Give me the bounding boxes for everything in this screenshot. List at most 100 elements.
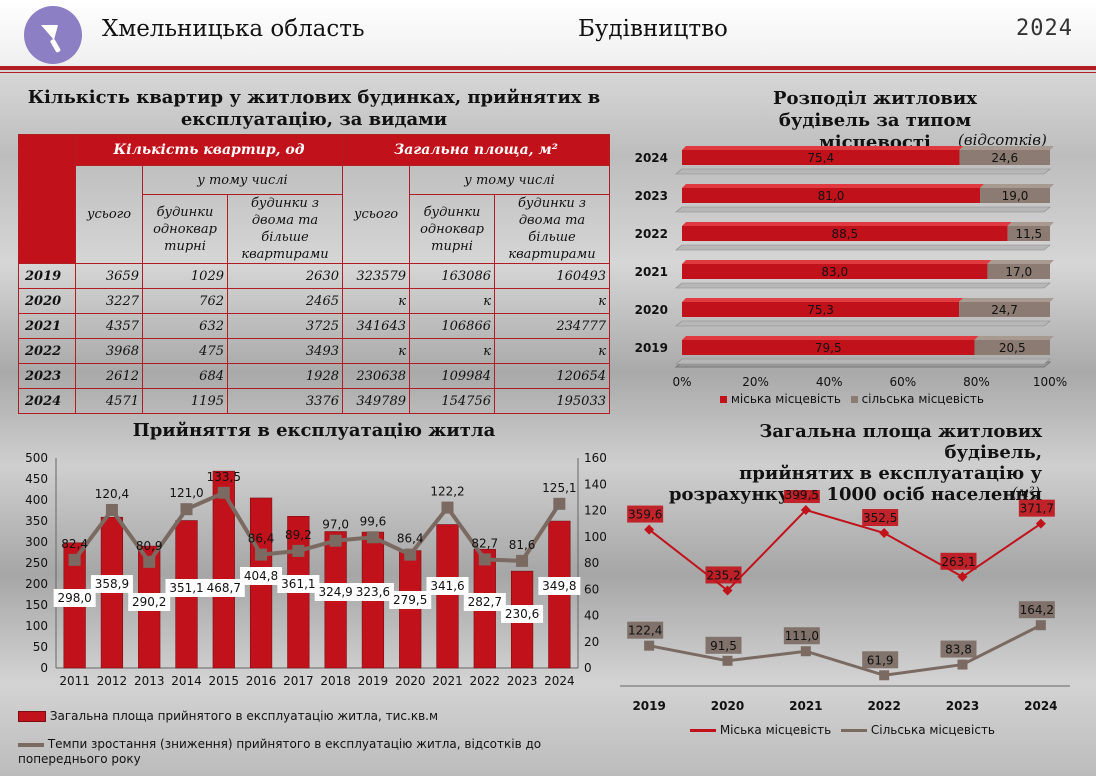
y-left-tick-label: 100	[25, 619, 48, 633]
value-label-box	[862, 509, 899, 527]
bar-top	[974, 336, 1054, 340]
bar-top	[682, 336, 979, 340]
row-slab	[675, 358, 1051, 365]
y-left-tick-label: 200	[25, 577, 48, 591]
row-slab	[675, 282, 1051, 289]
stacked-bar	[959, 302, 1050, 317]
rural-marker	[644, 640, 655, 651]
col-one-apartment: будинки одноквар тирні	[142, 194, 228, 264]
category-label: 2021	[635, 265, 668, 279]
cell: к	[342, 288, 410, 314]
bar-value-label: 88,5	[831, 227, 858, 241]
group-header-area: Загальна площа, м²	[342, 134, 610, 166]
distribution-unit: (відсотків)	[958, 131, 1047, 149]
cell: 234777	[494, 313, 610, 339]
per-capita-unit: (м²)	[1012, 485, 1041, 501]
row-year: 2023	[18, 363, 76, 389]
bar-value-box	[128, 593, 171, 611]
distribution-chart: 2024 75,4 24,6 2023 81,0 19,0 2022 88,5 11,5 2021…	[635, 146, 1067, 389]
col-label: тирні	[164, 238, 206, 254]
x-tick-label: 40%	[816, 375, 843, 389]
cell: к	[409, 338, 495, 364]
x-tick-label: 2020	[711, 699, 744, 713]
incl-header-area: у тому числі	[409, 165, 610, 195]
value-label: 352,5	[863, 511, 897, 525]
growth-rate-marker	[255, 548, 268, 561]
cell: 195033	[494, 388, 610, 414]
y-right-tick-label: 60	[584, 582, 599, 596]
y-left-tick-label: 50	[33, 640, 48, 654]
bar-value-label: 351,1	[169, 581, 203, 595]
incl-header-apartments: у тому числі	[142, 165, 343, 195]
y-left-tick-label: 350	[25, 514, 48, 528]
row-slab	[675, 206, 1051, 213]
bar-value-label: 323,6	[356, 585, 390, 599]
growth-rate-marker	[329, 534, 342, 547]
legend-swatch-urban	[720, 396, 727, 403]
row-year: 2024	[18, 388, 76, 414]
bar-value-label: 230,6	[505, 607, 539, 621]
growth-rate-marker	[441, 501, 454, 514]
value-label-box	[783, 490, 820, 504]
cell: 1195	[142, 388, 228, 414]
bar-value-label: 341,6	[430, 579, 464, 593]
rate-value-label: 120,4	[95, 487, 129, 501]
table-title-line2: експлуатацію, за видами	[180, 109, 448, 130]
growth-rate-marker	[105, 503, 118, 516]
x-tick-label: 2015	[209, 674, 240, 688]
cell: 120654	[494, 363, 610, 389]
cell: 2612	[75, 363, 143, 389]
cell: 230638	[342, 363, 410, 389]
legend-swatch-rural	[850, 396, 858, 403]
bar-value-label: 324,9	[318, 585, 352, 599]
col-label: будинки	[156, 204, 214, 220]
x-tick-label: 2011	[59, 674, 90, 688]
bar-value-label: 19,0	[1002, 189, 1029, 203]
rural-marker	[722, 655, 733, 666]
value-label-box	[940, 552, 977, 570]
rate-value-label: 80,9	[136, 539, 163, 553]
distribution-title: Розподіл житлових будівель за типом місц…	[690, 88, 1060, 154]
y-left-tick-label: 0	[40, 661, 48, 675]
bar-value-label: 11,5	[1015, 227, 1042, 241]
table-row: 2023 2612 684 1928 230638 109984 120654	[18, 363, 610, 389]
row-year: 2020	[18, 288, 76, 314]
x-tick-label: 80%	[963, 375, 990, 389]
bar-top	[1007, 222, 1054, 226]
row-slab	[675, 168, 1051, 175]
value-label-box	[627, 621, 664, 639]
rural-marker	[879, 670, 890, 681]
x-tick-label: 2016	[246, 674, 277, 688]
cell: 349789	[342, 388, 410, 414]
row-year: 2021	[18, 313, 76, 339]
y-right-tick-label: 40	[584, 609, 599, 623]
legend-label-rate: Темпи зростання (зниження) прийнятого в …	[18, 737, 542, 766]
x-tick-label: 2012	[97, 674, 128, 688]
bar-value-label: 468,7	[207, 581, 241, 595]
col-label: квартирами	[508, 247, 596, 262]
y-right-tick-label: 0	[584, 661, 592, 675]
commissioning-title: Прийняття в експлуатацію житла	[132, 420, 496, 441]
bar-top	[959, 298, 1054, 302]
rate-value-label: 97,0	[322, 518, 349, 532]
value-label-box	[862, 651, 899, 669]
legend-label-urban-line: Міська місцевість	[719, 723, 832, 737]
growth-rate-marker	[143, 555, 156, 568]
rural-marker	[1035, 620, 1046, 631]
cell: 106866	[409, 313, 495, 339]
stacked-bar	[980, 188, 1050, 203]
category-label: 2020	[635, 303, 668, 317]
bar-top	[682, 184, 985, 188]
rate-value-label: 89,2	[285, 528, 312, 542]
bar-value-label: 83,0	[821, 265, 848, 279]
per-capita-title-line2: прийнятих в експлуатацію у	[739, 463, 1042, 484]
legend-label-rural-line: Сільська місцевість	[870, 723, 996, 737]
value-label: 91,5	[710, 639, 737, 653]
col-label: будинки з	[250, 196, 319, 211]
urban-marker	[722, 585, 733, 596]
rate-value-label: 121,0	[169, 486, 203, 500]
bar-value-label: 24,6	[991, 151, 1018, 165]
legend-label-rural: сільська місцевість	[861, 392, 984, 406]
cell: к	[494, 338, 610, 364]
stacked-bar	[987, 264, 1050, 279]
